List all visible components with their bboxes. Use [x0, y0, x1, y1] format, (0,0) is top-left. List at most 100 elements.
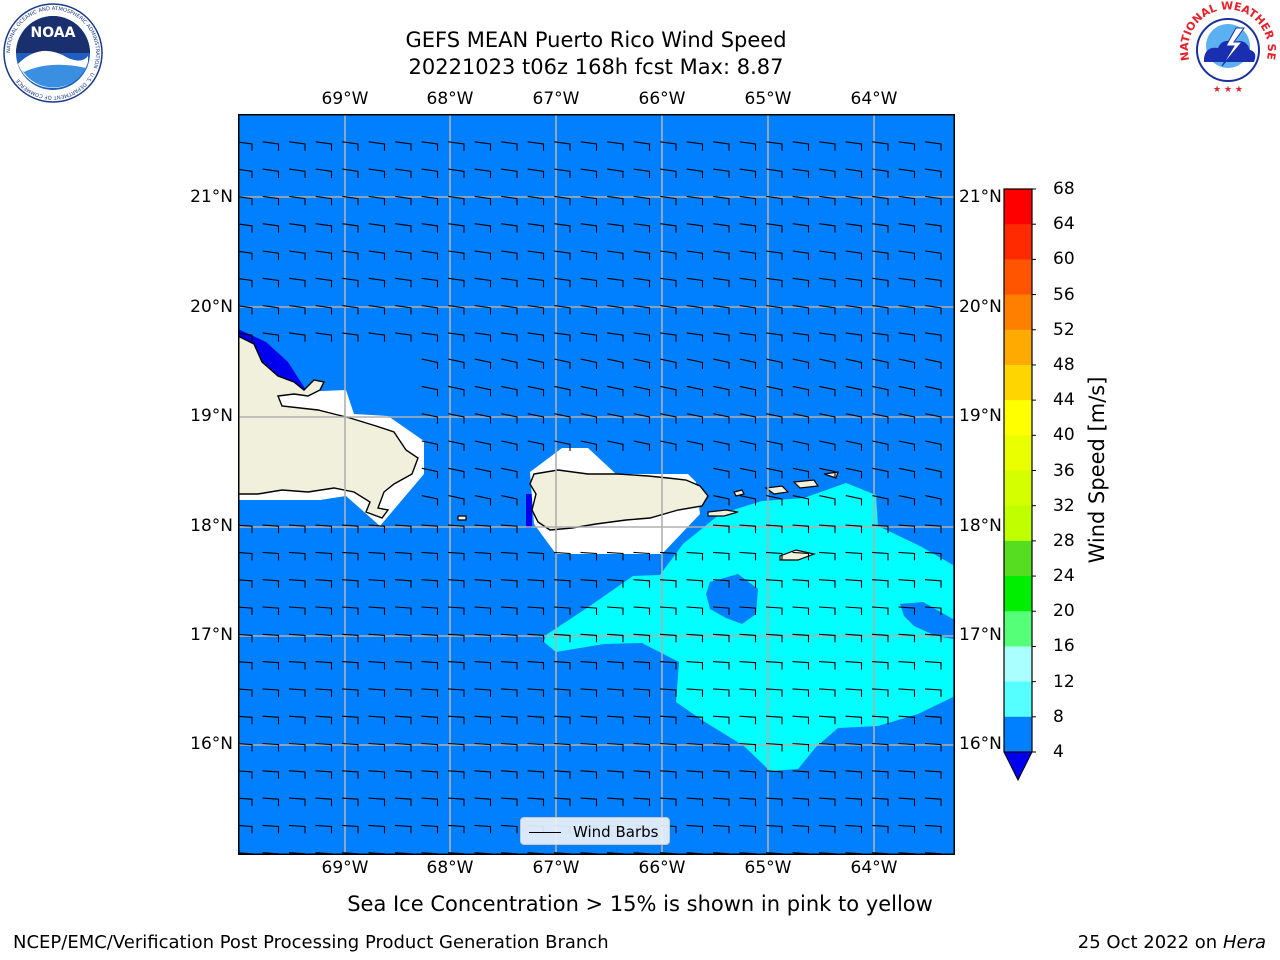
wind-barb — [766, 195, 783, 206]
wind-barb — [554, 332, 571, 342]
wind-barb — [686, 633, 704, 643]
wind-barb — [845, 440, 863, 451]
wind-barb — [474, 223, 492, 233]
wind-barb — [315, 141, 333, 151]
wind-barb — [554, 195, 571, 206]
wind-barb — [527, 332, 545, 342]
wind-barb — [898, 332, 916, 342]
island-virgin-1 — [764, 485, 790, 495]
colorbar-bin — [1004, 224, 1032, 260]
wind-barb — [315, 250, 333, 260]
wind-barb — [262, 606, 280, 615]
wind-barb — [818, 688, 836, 697]
wind-barb — [606, 551, 624, 561]
wind-barb — [792, 385, 810, 397]
wind-barb — [686, 332, 704, 342]
wind-barb — [819, 385, 836, 397]
wind-barb — [872, 385, 889, 397]
wind-barb — [474, 168, 492, 178]
wind-barb — [554, 358, 571, 369]
footer-branch: NCEP/EMC/Verification Post Processing Pr… — [13, 932, 609, 953]
wind-barb — [394, 715, 412, 725]
wind-barb — [580, 579, 598, 588]
wind-barb — [500, 797, 518, 807]
wind-barb — [606, 770, 624, 779]
wind-barb — [845, 715, 863, 725]
wind-barb — [633, 606, 651, 615]
wind-barb — [580, 413, 598, 424]
wind-barb — [501, 277, 518, 288]
wind-barb — [845, 524, 863, 534]
wind-barb — [368, 715, 386, 725]
legend-label: Wind Barbs — [573, 823, 659, 841]
wind-barb — [819, 305, 836, 315]
wind-barb — [607, 141, 624, 151]
wind-barb — [766, 277, 783, 288]
wind-barb — [739, 633, 757, 643]
wind-barb — [845, 385, 863, 397]
wind-barb — [289, 168, 306, 178]
wind-barb — [871, 797, 889, 807]
wind-barb — [607, 440, 624, 451]
wind-barb — [421, 305, 439, 315]
wind-barb — [421, 413, 439, 424]
wind-barb — [872, 195, 889, 206]
wind-barb — [395, 141, 412, 151]
wind-barb — [739, 413, 757, 424]
wind-barb — [553, 770, 571, 779]
wind-barb — [421, 141, 439, 151]
wind-barb — [239, 688, 253, 697]
wind-barb — [368, 551, 386, 561]
wind-barb — [633, 661, 651, 670]
wind-barb — [633, 770, 651, 779]
wind-barb — [527, 633, 545, 643]
wind-barb — [686, 250, 704, 260]
wind-barb — [474, 358, 492, 369]
colorbar-tick-label: 8 — [1053, 706, 1064, 727]
wind-barb — [898, 715, 916, 725]
wind-barb — [447, 524, 465, 534]
wind-barb — [315, 524, 333, 534]
wind-barb — [580, 770, 598, 779]
wind-barb — [686, 770, 704, 779]
wind-barb — [765, 524, 783, 534]
wind-barb — [262, 579, 280, 588]
wind-barb — [580, 168, 598, 178]
wind-barb — [818, 770, 836, 779]
wind-barb — [686, 195, 704, 206]
island-vieques — [707, 509, 739, 517]
wind-barb — [368, 742, 386, 752]
wind-barb — [448, 467, 465, 479]
wind-barb — [341, 688, 359, 697]
colorbar-bin — [1004, 400, 1032, 436]
wind-barb — [712, 824, 730, 834]
colorbar-bin — [1004, 505, 1032, 542]
wind-barb — [500, 579, 518, 588]
wind-barb — [239, 633, 253, 643]
wind-barb — [898, 524, 916, 534]
wind-barb — [898, 250, 916, 260]
wind-barb — [553, 742, 571, 752]
lon-label-bottom-65: 65°W — [744, 858, 792, 878]
wind-barb — [739, 661, 757, 670]
wind-barb — [766, 250, 783, 260]
wind-barb — [792, 141, 810, 151]
wind-barb — [792, 195, 810, 206]
wind-barb — [315, 661, 333, 670]
wind-barb — [288, 824, 306, 834]
wind-barb — [421, 688, 439, 697]
wind-barb — [739, 606, 757, 615]
wind-barb — [474, 633, 492, 643]
wind-barb — [315, 551, 333, 561]
wind-barb — [501, 195, 518, 206]
lat-label-left-20: 20°N — [190, 297, 233, 317]
wind-barb — [819, 277, 836, 288]
wind-barb — [845, 141, 863, 151]
colorbar-tick-label: 44 — [1053, 390, 1075, 411]
wind-barb — [924, 579, 942, 588]
wind-barb — [421, 250, 439, 260]
colorbar-bin — [1004, 329, 1032, 366]
wind-barb — [239, 141, 253, 151]
wind-barb — [315, 277, 333, 288]
wind-barb — [262, 633, 280, 643]
